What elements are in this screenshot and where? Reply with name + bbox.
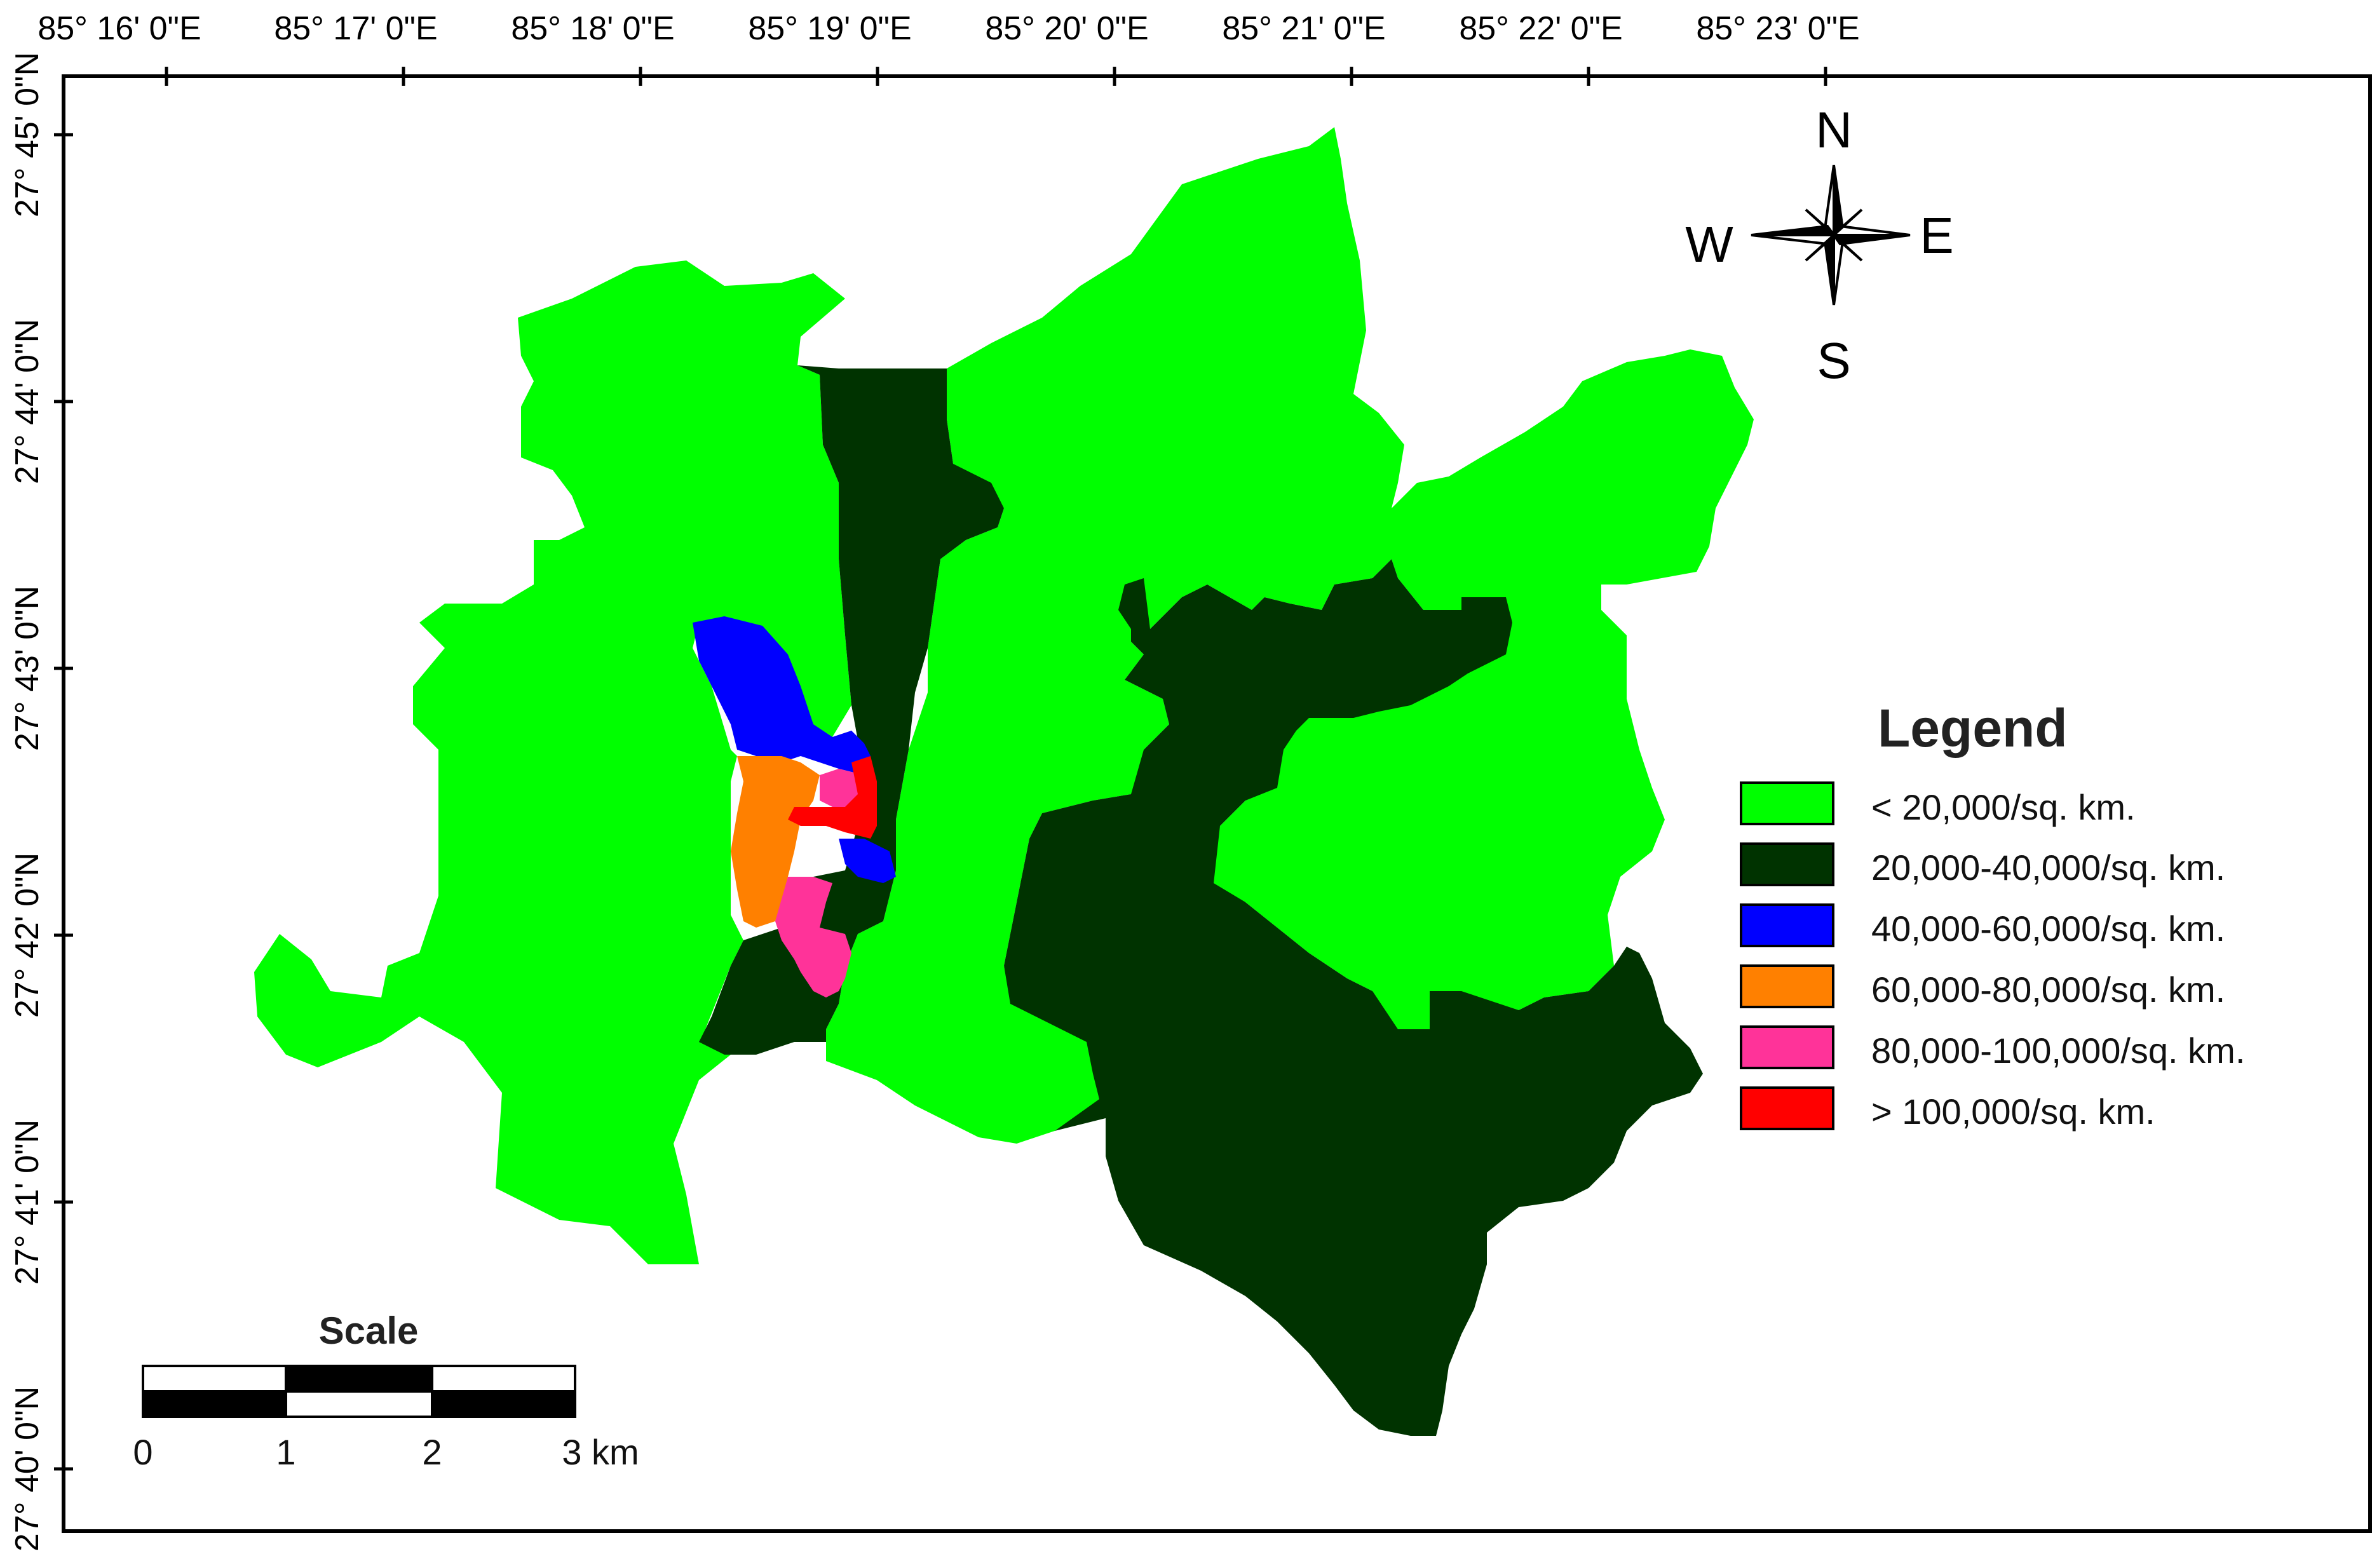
compass-icon (1751, 165, 1911, 306)
legend-label: 60,000-80,000/sq. km. (1871, 970, 2225, 1010)
compass-east-label: E (1920, 207, 1953, 264)
legend-swatch (1740, 842, 1834, 886)
legend: Legend < 20,000/sq. km. 20,000-40,000/sq… (1740, 698, 2245, 1132)
lon-label: 85° 16' 0"E (37, 10, 201, 47)
region-60k-80k (731, 756, 820, 928)
legend-swatch (1740, 1086, 1834, 1130)
scale-bar-graphic (142, 1365, 576, 1418)
scale-title: Scale (319, 1309, 419, 1352)
legend-swatch (1740, 903, 1834, 947)
region-low-density-northeast (1207, 349, 1754, 1239)
region-medium-density-central (699, 365, 1004, 1055)
legend-swatch (1740, 1025, 1834, 1069)
legend-swatch (1740, 781, 1834, 825)
latitude-ticks (54, 133, 73, 1471)
region-80k-100k (775, 877, 851, 997)
scale-bar: Scale 0 1 2 3 km (133, 1309, 639, 1472)
lat-label: 27° 43' 0"N (9, 586, 46, 751)
lon-label: 85° 22' 0"E (1459, 10, 1622, 47)
compass-south-label: S (1817, 332, 1850, 389)
scale-tick: 2 (422, 1432, 442, 1472)
lat-label: 27° 42' 0"N (9, 853, 46, 1018)
lon-label: 85° 23' 0"E (1696, 10, 1859, 47)
legend-label: > 100,000/sq. km. (1871, 1092, 2155, 1132)
latitude-labels: 27° 45' 0"N 27° 44' 0"N 27° 43' 0"N 27° … (9, 52, 46, 1551)
scale-tick: 1 (276, 1432, 295, 1472)
scale-tick: 0 (133, 1432, 152, 1472)
region-over-100k (788, 756, 877, 839)
region-40k-60k (693, 616, 871, 775)
region-low-density-west (254, 260, 851, 1264)
region-40k-60k (839, 839, 896, 883)
legend-label: < 20,000/sq. km. (1871, 787, 2136, 827)
region-low-density-central (826, 127, 1404, 1144)
scale-tick: 3 km (562, 1432, 639, 1472)
lon-label: 85° 19' 0"E (748, 10, 911, 47)
lat-label: 27° 40' 0"N (9, 1386, 46, 1551)
map-regions (254, 127, 1754, 1436)
lon-label: 85° 21' 0"E (1222, 10, 1385, 47)
legend-swatch (1740, 964, 1834, 1008)
lat-label: 27° 41' 0"N (9, 1119, 46, 1285)
lat-label: 27° 45' 0"N (9, 52, 46, 217)
lon-label: 85° 18' 0"E (511, 10, 674, 47)
legend-label: 80,000-100,000/sq. km. (1871, 1031, 2245, 1071)
compass-north-label: N (1815, 102, 1852, 158)
longitude-ticks (165, 67, 1827, 86)
legend-title: Legend (1878, 698, 2068, 758)
lon-label: 85° 17' 0"E (274, 10, 437, 47)
longitude-labels: 85° 16' 0"E 85° 17' 0"E 85° 18' 0"E 85° … (37, 10, 1859, 47)
region-medium-density-southeast (1004, 559, 1703, 1436)
legend-label: 20,000-40,000/sq. km. (1871, 848, 2225, 888)
lat-label: 27° 44' 0"N (9, 319, 46, 484)
compass-west-label: W (1685, 216, 1733, 273)
region-80k-100k (820, 769, 864, 807)
compass-rose: N S E W (1685, 102, 1953, 389)
lon-label: 85° 20' 0"E (985, 10, 1148, 47)
legend-label: 40,000-60,000/sq. km. (1871, 909, 2225, 949)
